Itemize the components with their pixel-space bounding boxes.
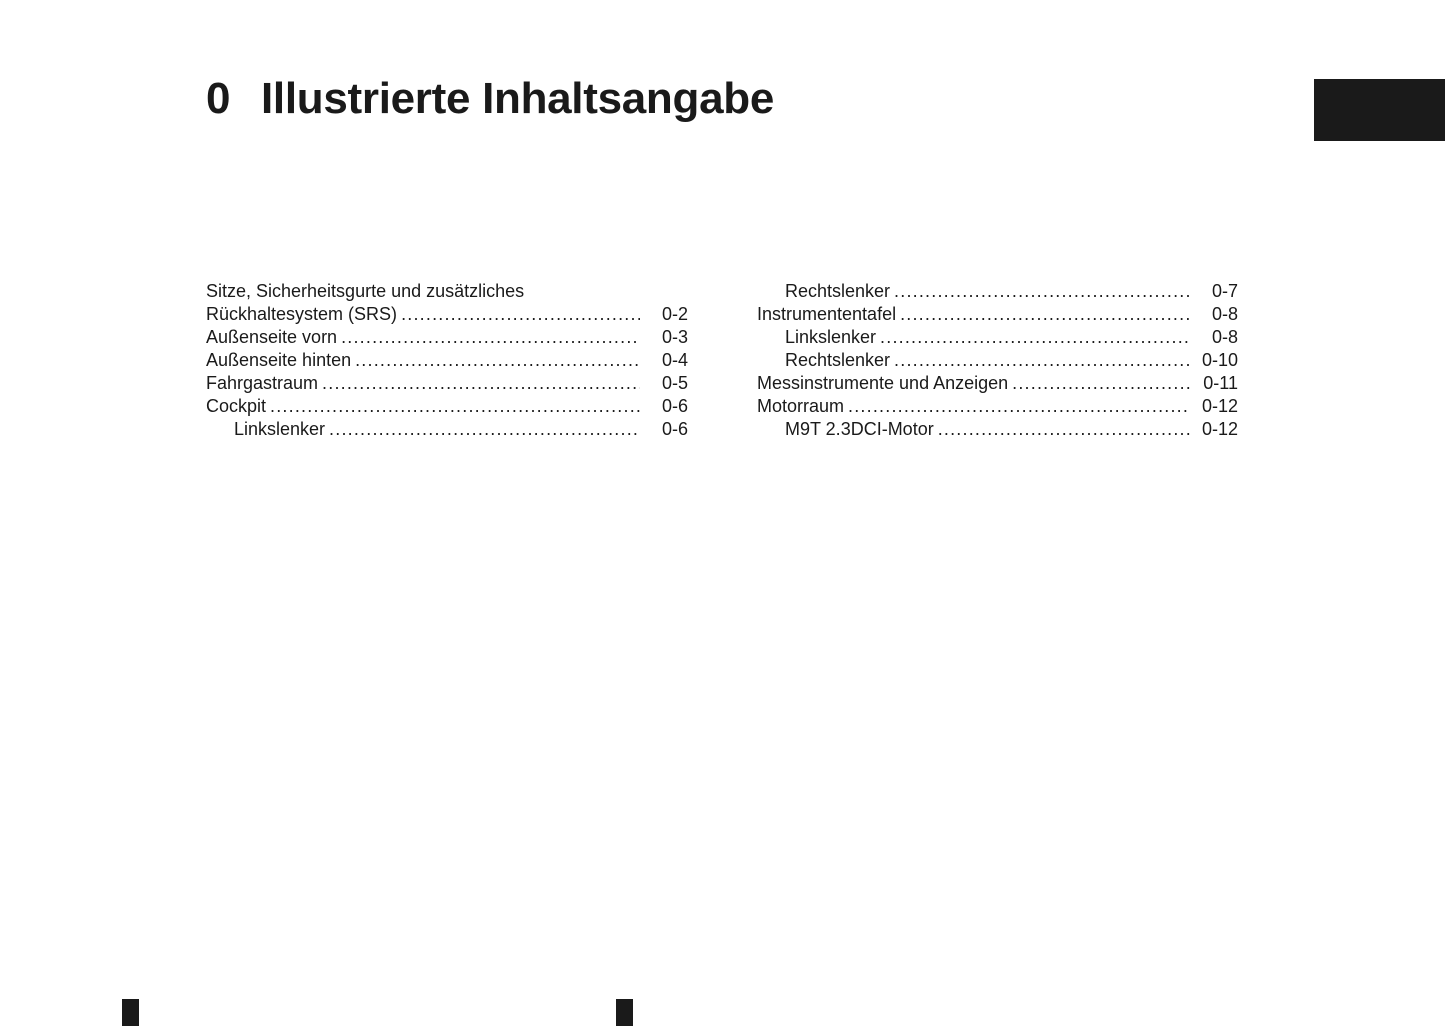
toc-entry-label: Fahrgastraum (206, 373, 319, 393)
chapter-thumb-tab (1314, 79, 1445, 141)
toc-right-column: Rechtslenker0-7Instrumententafel0-8Links… (757, 280, 1238, 441)
toc-page-number: 0-11 (1203, 373, 1238, 393)
toc-entry[interactable]: Außenseite vorn 0-3 (206, 326, 688, 349)
page-title: 0 Illustrierte Inhaltsangabe (206, 74, 774, 124)
dot-leader (1012, 372, 1190, 395)
dot-leader (401, 303, 640, 326)
toc-page-number: 0-5 (661, 373, 688, 393)
toc-entry[interactable]: Rechtslenker 0-7 (757, 280, 1238, 303)
chapter-title: Illustrierte Inhaltsangabe (261, 74, 775, 123)
toc-page-number: 0-3 (661, 327, 688, 347)
toc-page-number: 0-6 (661, 419, 688, 439)
toc-page-number: 0-2 (661, 304, 688, 324)
toc-entry[interactable]: Rückhaltesystem (SRS) 0-2 (206, 303, 688, 326)
crop-mark-center (616, 999, 633, 1026)
toc-entry[interactable]: Motorraum 0-12 (757, 395, 1238, 418)
toc-entry-label: Außenseite vorn (206, 327, 338, 347)
toc-page-number: 0-12 (1201, 419, 1238, 439)
toc-entry-label: M9T 2.3DCI-Motor (785, 419, 934, 439)
dot-leader (894, 349, 1190, 372)
toc-entry[interactable]: Cockpit 0-6 (206, 395, 688, 418)
dot-leader (322, 372, 640, 395)
toc-entry-label: Rechtslenker (785, 350, 891, 370)
toc-page-number: 0-10 (1201, 350, 1238, 370)
toc-entry[interactable]: Sitze, Sicherheitsgurte und zusätzliches (206, 280, 688, 303)
toc-entry-label: Cockpit (206, 396, 267, 416)
toc-entry-label: Außenseite hinten (206, 350, 352, 370)
toc-left-column: Sitze, Sicherheitsgurte und zusätzliches… (206, 280, 688, 441)
dot-leader (329, 418, 640, 441)
toc-entry[interactable]: Außenseite hinten 0-4 (206, 349, 688, 372)
dot-leader (270, 395, 640, 418)
toc-entry[interactable]: Linkslenker 0-8 (757, 326, 1238, 349)
toc-entry-label: Motorraum (757, 396, 845, 416)
toc-entry-label: Sitze, Sicherheitsgurte und zusätzliches (206, 281, 525, 301)
toc-entry[interactable]: Messinstrumente und Anzeigen 0-11 (757, 372, 1238, 395)
toc-page-number: 0-8 (1211, 304, 1238, 324)
toc-entry-label: Rechtslenker (785, 281, 891, 301)
toc-entry-label: Rückhaltesystem (SRS) (206, 304, 398, 324)
toc-entry-label: Linkslenker (785, 327, 877, 347)
dot-leader (355, 349, 640, 372)
dot-leader (894, 280, 1190, 303)
toc-entry[interactable]: Instrumententafel 0-8 (757, 303, 1238, 326)
chapter-number: 0 (206, 74, 231, 123)
toc-page-number: 0-7 (1211, 281, 1238, 301)
dot-leader (938, 418, 1190, 441)
toc-page-number (644, 280, 688, 303)
toc-page-number: 0-8 (1211, 327, 1238, 347)
dot-leader (848, 395, 1190, 418)
dot-leader (341, 326, 640, 349)
toc-entry-label: Linkslenker (234, 419, 326, 439)
toc-entry[interactable]: M9T 2.3DCI-Motor 0-12 (757, 418, 1238, 441)
toc-entry[interactable]: Fahrgastraum 0-5 (206, 372, 688, 395)
dot-leader (880, 326, 1190, 349)
toc-entry[interactable]: Linkslenker 0-6 (206, 418, 688, 441)
dot-leader (900, 303, 1190, 326)
toc-page-number: 0-12 (1201, 396, 1238, 416)
toc-entry[interactable]: Rechtslenker 0-10 (757, 349, 1238, 372)
crop-mark-left (122, 999, 139, 1026)
toc-page-number: 0-4 (661, 350, 688, 370)
toc-entry-label: Instrumententafel (757, 304, 897, 324)
toc-page-number: 0-6 (661, 396, 688, 416)
toc-entry-label: Messinstrumente und Anzeigen (757, 373, 1009, 393)
